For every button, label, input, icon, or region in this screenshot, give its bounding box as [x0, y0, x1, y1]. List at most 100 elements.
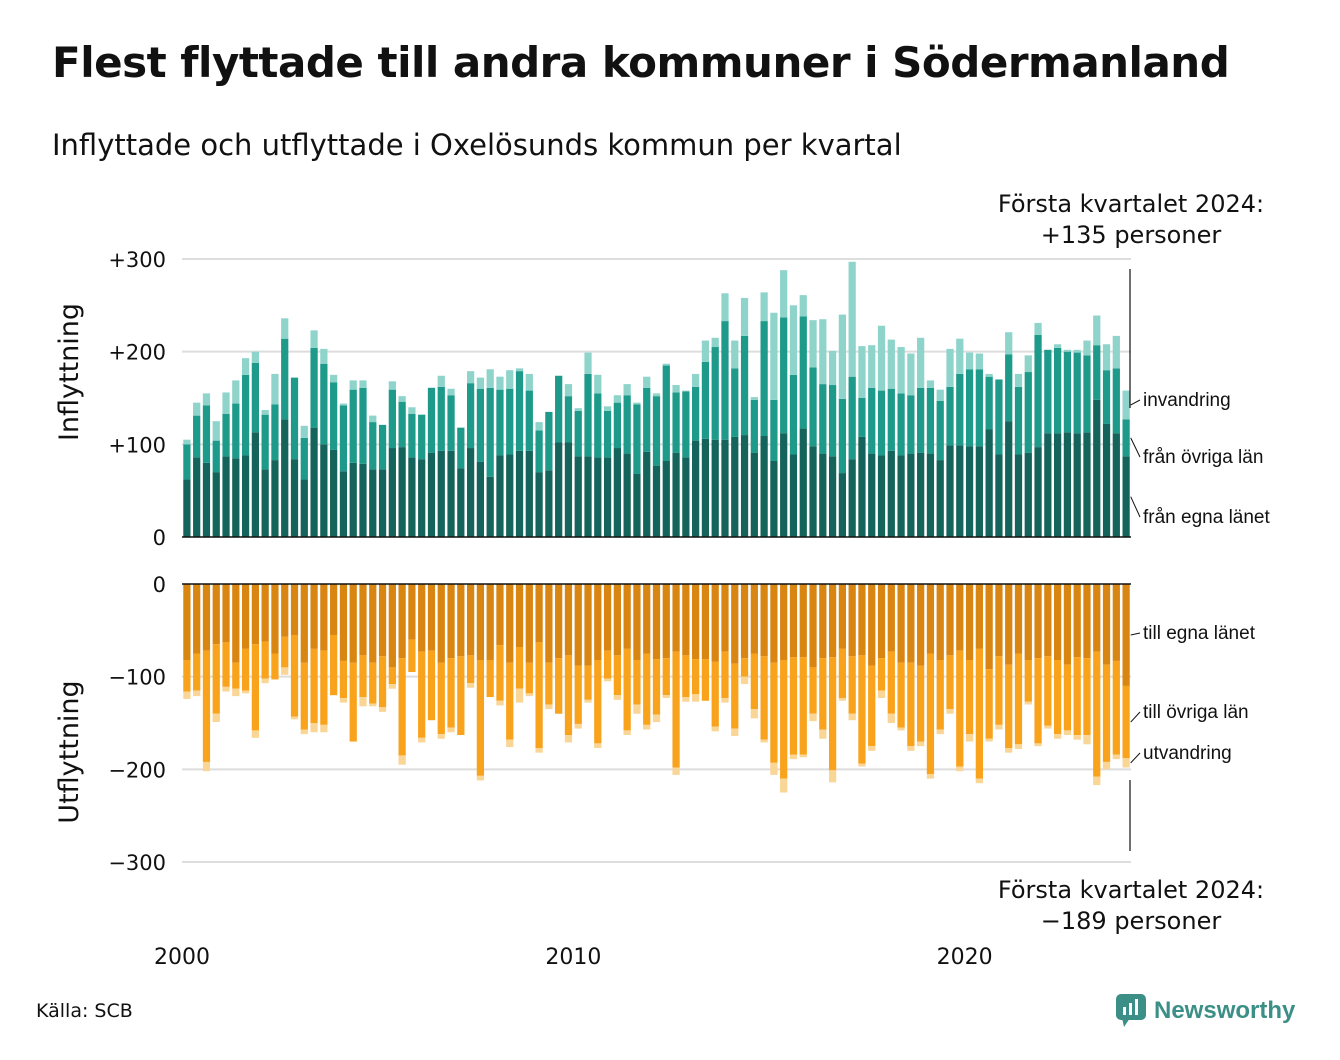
bar-in-från-övriga-län [241, 374, 250, 456]
bar-out-till-egna-länet [917, 584, 925, 666]
bar-out-utvandring [339, 697, 348, 703]
bar-in-från-övriga-län [202, 405, 211, 463]
bar-in-från-övriga-län [506, 388, 514, 455]
bar-in-invandring [760, 292, 768, 322]
bar-out-till-egna-länet [1093, 584, 1101, 652]
bar-in-från-egna-länet [594, 457, 602, 537]
bar-in-från-övriga-län [594, 393, 602, 458]
bar-in-från-egna-länet [1122, 456, 1130, 537]
annotation-utflyttning-line1: Första kvartalet 2024: [998, 876, 1264, 904]
bar-out-till-övriga-län [359, 655, 367, 698]
bar-out-till-egna-länet [760, 584, 768, 657]
bar-in-från-övriga-län [897, 393, 905, 456]
bar-out-utvandring [506, 739, 514, 748]
bar-out-till-övriga-län [975, 648, 983, 779]
bar-out-till-egna-länet [515, 584, 524, 648]
bar-out-till-övriga-län [535, 642, 543, 749]
bar-out-utvandring [447, 727, 455, 733]
bar-in-från-övriga-län [1073, 352, 1081, 434]
bar-out-till-egna-länet [261, 584, 269, 642]
bar-out-till-egna-länet [1024, 584, 1032, 660]
bar-in-invandring [926, 380, 935, 388]
bar-out-till-övriga-län [506, 662, 514, 740]
annotation-inflyttning-line2: +135 personer [1041, 221, 1222, 249]
bar-out-till-övriga-län [907, 662, 915, 747]
bar-in-från-egna-länet [241, 455, 250, 537]
bar-in-från-egna-länet [789, 454, 798, 537]
bar-out-utvandring [1112, 754, 1120, 760]
bar-in-från-övriga-län [525, 390, 533, 451]
bar-in-invandring [222, 392, 230, 414]
bar-out-utvandring [320, 724, 328, 733]
bar-in-från-övriga-län [1024, 372, 1032, 453]
bar-out-till-egna-länet [936, 584, 944, 660]
bar-in-invandring [1112, 335, 1120, 369]
bar-out-utvandring [946, 709, 954, 714]
bar-in-från-övriga-län [447, 395, 455, 451]
bar-out-utvandring [202, 761, 211, 772]
bar-out-utvandring [858, 763, 866, 767]
bar-out-utvandring [1083, 735, 1091, 745]
bar-out-utvandring [652, 714, 661, 723]
bar-out-till-övriga-län [378, 656, 387, 708]
bar-in-från-övriga-län [1063, 351, 1072, 433]
bar-out-utvandring [1122, 758, 1130, 768]
bar-out-utvandring [868, 746, 876, 751]
bar-in-invandring [496, 376, 504, 390]
bar-out-till-övriga-län [985, 669, 993, 739]
bar-in-invandring [183, 439, 191, 445]
bar-out-utvandring [476, 775, 485, 781]
bar-out-till-övriga-län [418, 651, 426, 738]
bar-out-till-egna-länet [310, 584, 318, 649]
bar-out-till-egna-länet [838, 584, 847, 649]
bar-in-från-egna-länet [300, 479, 308, 537]
bar-in-invandring [692, 373, 700, 387]
bar-out-utvandring [926, 773, 935, 779]
bar-in-från-övriga-län [545, 411, 553, 471]
bar-out-utvandring [1093, 776, 1101, 786]
bar-out-utvandring [711, 726, 719, 732]
segment-leader [1130, 752, 1141, 764]
bar-out-till-övriga-län [1083, 658, 1091, 736]
bar-in-från-övriga-län [965, 369, 974, 447]
bar-in-från-egna-länet [1044, 433, 1052, 537]
bar-in-från-egna-länet [281, 419, 289, 537]
bar-in-från-egna-länet [662, 461, 670, 537]
bar-out-till-egna-länet [1063, 584, 1072, 665]
bar-out-till-övriga-län [809, 667, 817, 714]
bar-out-utvandring [300, 729, 308, 735]
bar-out-utvandring [838, 697, 847, 701]
bar-out-utvandring [682, 697, 690, 702]
bar-out-till-egna-länet [564, 584, 573, 656]
bar-in-från-övriga-län [378, 424, 387, 470]
bar-out-till-egna-länet [408, 584, 416, 640]
bar-out-till-övriga-län [799, 657, 807, 755]
bar-in-från-övriga-län [1093, 345, 1101, 400]
bar-out-till-egna-länet [985, 584, 993, 670]
bar-in-från-egna-länet [819, 453, 827, 537]
bar-out-till-övriga-län [437, 662, 445, 735]
bar-out-till-egna-länet [799, 584, 807, 658]
x-tick-label: 2010 [545, 945, 601, 970]
bar-out-till-övriga-län [1014, 653, 1023, 745]
bar-out-till-övriga-län [760, 656, 768, 740]
bar-out-utvandring [1005, 748, 1013, 753]
bar-in-från-övriga-län [212, 440, 220, 473]
bar-in-invandring [868, 345, 876, 388]
bar-in-från-egna-länet [897, 455, 905, 537]
bar-in-från-övriga-län [975, 369, 983, 447]
bar-in-invandring [1093, 315, 1101, 346]
bar-out-till-övriga-län [917, 665, 925, 742]
bar-in-från-övriga-län [780, 317, 788, 434]
bar-in-från-övriga-län [320, 363, 328, 445]
bar-in-från-övriga-län [760, 321, 768, 436]
bar-in-invandring [819, 319, 827, 385]
bar-out-till-egna-länet [652, 584, 661, 660]
bar-out-till-övriga-län [330, 634, 338, 696]
bar-in-från-egna-länet [613, 448, 621, 537]
bar-out-till-egna-länet [486, 584, 494, 660]
source-note: Källa: SCB [36, 1000, 133, 1022]
bar-out-utvandring [466, 683, 475, 688]
bar-out-till-övriga-län [466, 655, 475, 684]
chart-subtitle: Inflyttade och utflyttade i Oxelösunds k… [52, 128, 902, 162]
